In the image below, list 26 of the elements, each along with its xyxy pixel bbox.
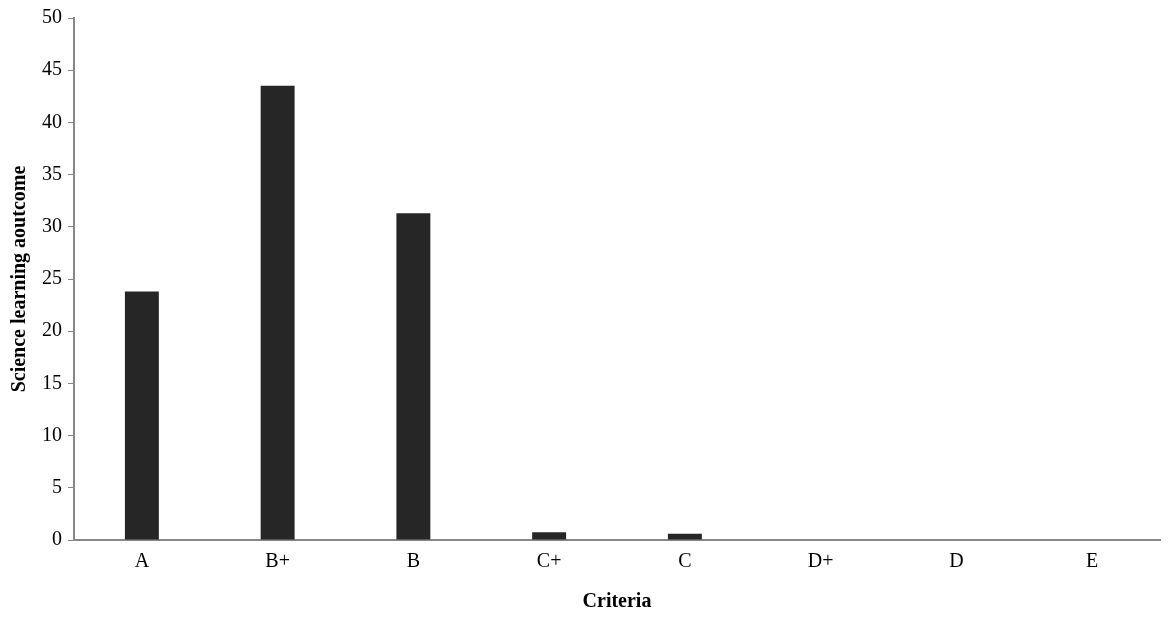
y-tick-label: 50	[42, 5, 62, 28]
x-tick-label: A	[134, 549, 150, 572]
y-tick-label: 35	[42, 161, 62, 184]
y-tick-label: 15	[42, 370, 62, 393]
y-tick-label: 30	[42, 214, 62, 237]
y-tick-label: 0	[52, 527, 62, 550]
x-tick-label: B+	[265, 549, 290, 572]
x-axis-title: Criteria	[582, 589, 652, 612]
x-tick-label: D	[949, 549, 964, 572]
y-tick-label: 40	[42, 109, 62, 132]
y-tick-label: 5	[52, 475, 62, 498]
y-tick-label: 20	[42, 318, 62, 341]
x-tick-label: C+	[536, 549, 562, 572]
x-tick-label: C	[678, 549, 692, 572]
y-tick-label: 45	[42, 57, 62, 80]
x-tick-label: D+	[807, 549, 834, 572]
bar	[396, 213, 431, 540]
bar	[124, 291, 159, 540]
y-tick-label: 25	[42, 266, 62, 289]
x-tick-label: B	[406, 549, 421, 572]
y-axis-title: Science learning aoutcome	[7, 165, 31, 393]
bar	[260, 85, 295, 540]
y-tick-label: 10	[42, 422, 62, 445]
bar	[532, 532, 567, 540]
x-tick-label: E	[1086, 549, 1099, 572]
bar	[667, 533, 702, 540]
